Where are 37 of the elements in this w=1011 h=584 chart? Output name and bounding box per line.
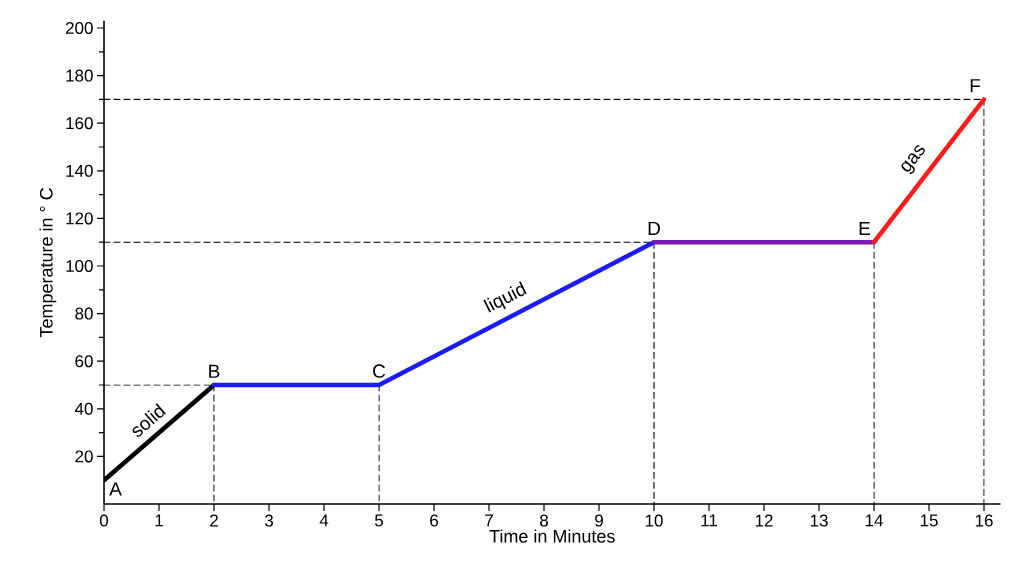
y-tick-label: 140 [66,164,93,177]
x-tick-label: 6 [430,514,438,527]
x-tick-label: 9 [595,514,603,527]
annotation: A [109,482,122,496]
x-tick-label: 14 [865,514,883,527]
x-tick-label: 3 [264,514,273,527]
y-tick-label: 200 [65,21,93,35]
x-axis-title: Time in Minutes [489,529,615,543]
annotation: B [209,364,220,378]
y-tick-label: 40 [74,402,93,415]
x-tick-label: 15 [920,514,938,527]
annotation: C [373,364,386,378]
x-tick-label: 5 [374,514,384,527]
x-tick-label: 0 [99,514,109,527]
x-tick-label: 8 [540,514,548,527]
y-tick-label: 180 [66,69,93,82]
y-tick-label: 20 [75,450,93,463]
x-tick-label: 7 [485,514,493,527]
annotation: liquid [483,281,527,313]
y-tick-label: 100 [66,259,93,273]
x-tick-label: 1 [155,514,163,527]
y-tick-label: 60 [75,355,93,368]
annotation: gas [901,145,925,174]
x-tick-label: 13 [810,514,828,527]
x-tick-label: 11 [701,514,718,527]
x-tick-label: 4 [319,514,329,527]
x-tick-label: 12 [755,514,773,527]
annotation: D [648,221,660,235]
y-tick-label: 160 [66,117,93,130]
x-tick-label: 16 [975,514,993,527]
x-tick-label: 10 [645,514,663,527]
annotation: F [970,79,981,93]
annotation: E [859,221,870,235]
y-axis-title: Temperature in ° C [39,188,57,338]
y-tick-label: 120 [66,212,93,225]
y-tick-label: 80 [75,307,93,320]
x-tick-label: 2 [210,514,218,527]
